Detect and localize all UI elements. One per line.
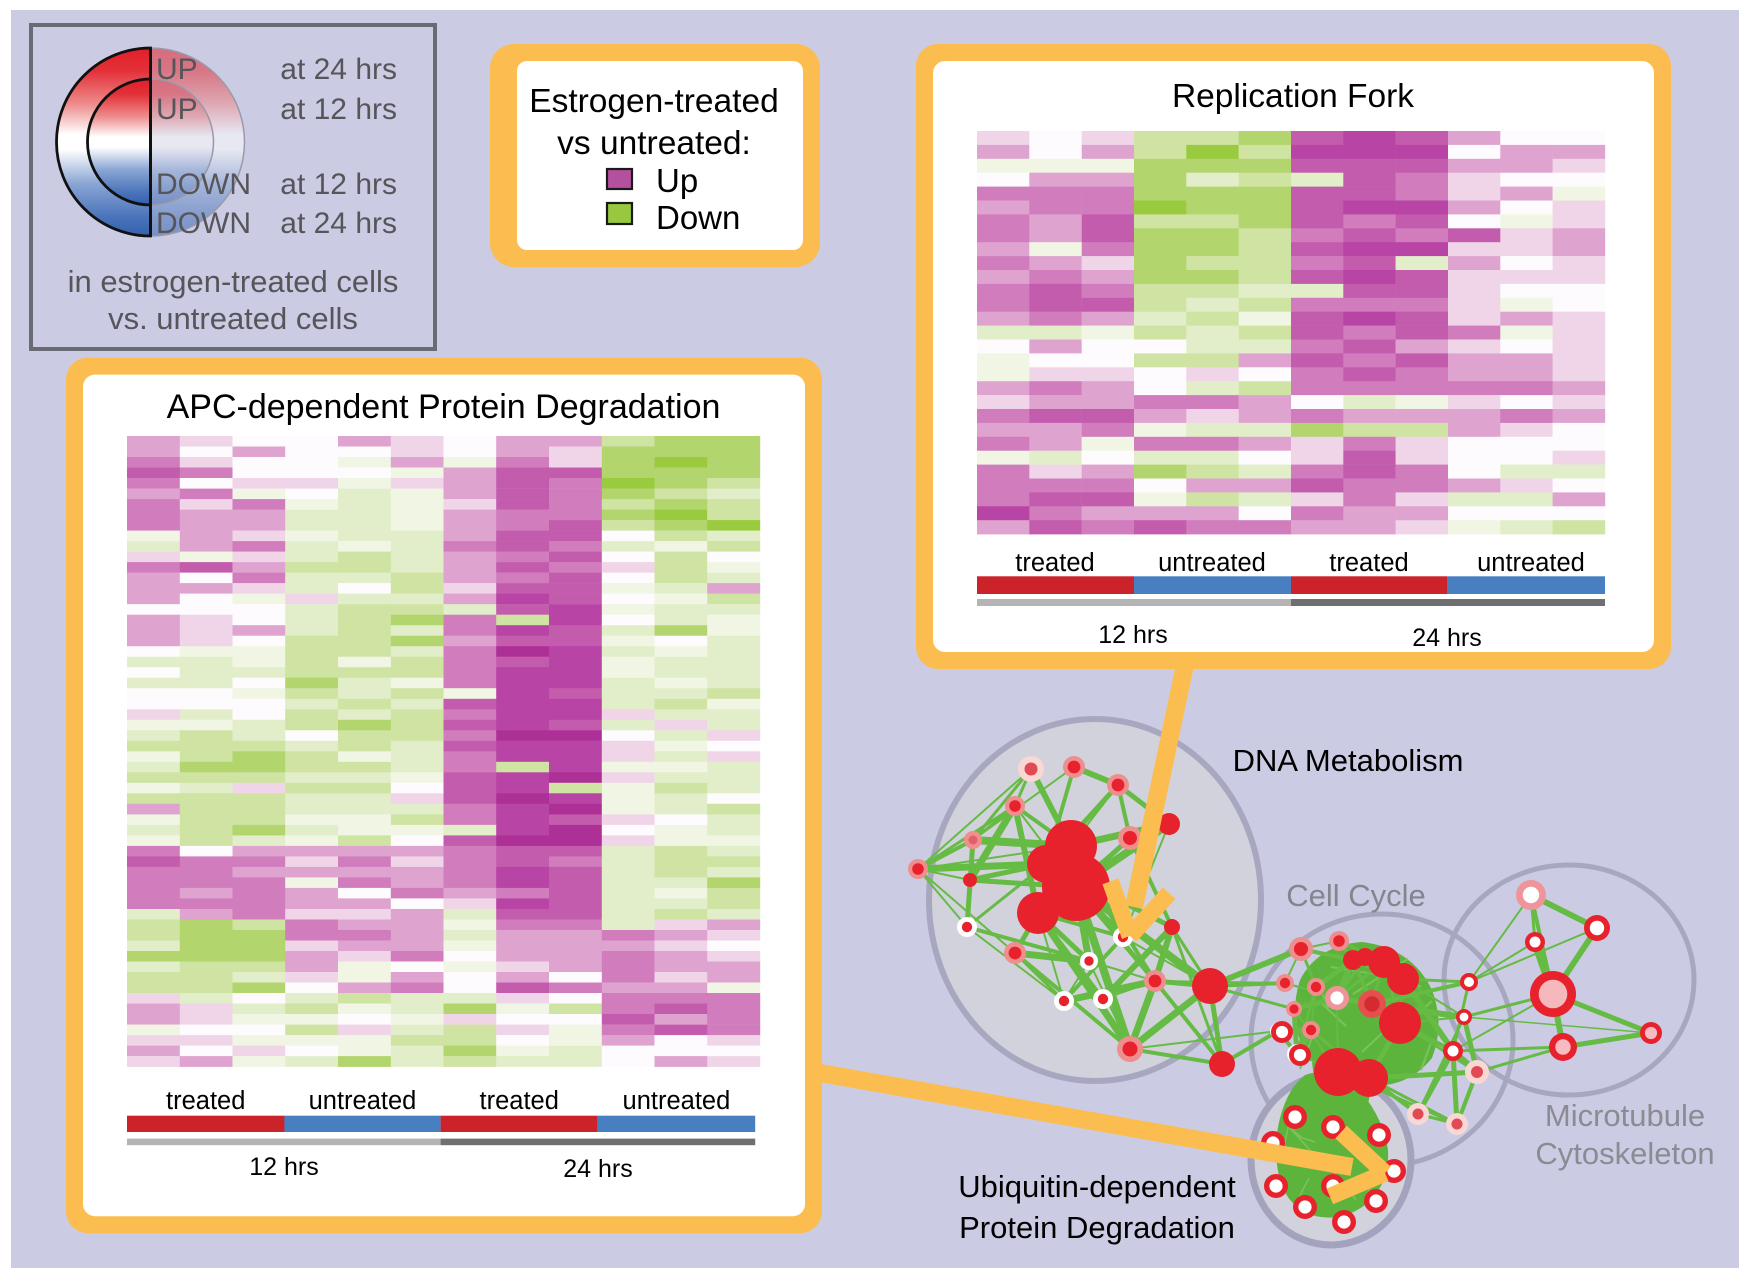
svg-text:untreated: untreated [1477, 549, 1585, 577]
svg-text:Protein Degradation: Protein Degradation [959, 1210, 1235, 1245]
svg-text:treated: treated [1329, 549, 1408, 577]
svg-text:Cytoskeleton: Cytoskeleton [1535, 1136, 1714, 1171]
svg-text:APC-dependent Protein Degradat: APC-dependent Protein Degradation [167, 388, 721, 426]
svg-text:24 hrs: 24 hrs [1412, 624, 1481, 652]
svg-text:Ubiquitin-dependent: Ubiquitin-dependent [958, 1169, 1236, 1204]
svg-text:DNA Metabolism: DNA Metabolism [1233, 743, 1464, 778]
svg-text:untreated: untreated [623, 1087, 731, 1115]
svg-text:Up: Up [656, 162, 698, 199]
svg-text:12 hrs: 12 hrs [249, 1153, 318, 1181]
svg-text:24 hrs: 24 hrs [563, 1155, 632, 1183]
svg-text:vs untreated:: vs untreated: [557, 125, 751, 162]
svg-text:vs. untreated cells: vs. untreated cells [108, 301, 358, 336]
svg-text:Microtubule: Microtubule [1545, 1098, 1705, 1133]
svg-text:untreated: untreated [1158, 549, 1266, 577]
svg-text:DOWN: DOWN [156, 207, 251, 240]
svg-text:treated: treated [480, 1087, 559, 1115]
svg-text:at 24 hrs: at 24 hrs [280, 207, 397, 240]
svg-text:untreated: untreated [309, 1087, 417, 1115]
svg-text:DOWN: DOWN [156, 168, 251, 201]
svg-text:Estrogen-treated: Estrogen-treated [529, 83, 779, 120]
svg-text:at 12 hrs: at 12 hrs [280, 168, 397, 201]
svg-text:Cell Cycle: Cell Cycle [1286, 878, 1426, 913]
svg-text:at 24 hrs: at 24 hrs [280, 53, 397, 86]
svg-text:at 12 hrs: at 12 hrs [280, 93, 397, 126]
svg-text:12 hrs: 12 hrs [1098, 621, 1167, 649]
svg-text:Replication Fork: Replication Fork [1172, 78, 1414, 115]
svg-text:Down: Down [656, 199, 740, 236]
svg-text:UP: UP [156, 93, 198, 126]
svg-text:treated: treated [1015, 549, 1094, 577]
svg-text:in estrogen-treated cells: in estrogen-treated cells [68, 264, 399, 299]
svg-text:UP: UP [156, 53, 198, 86]
svg-text:treated: treated [166, 1087, 245, 1115]
